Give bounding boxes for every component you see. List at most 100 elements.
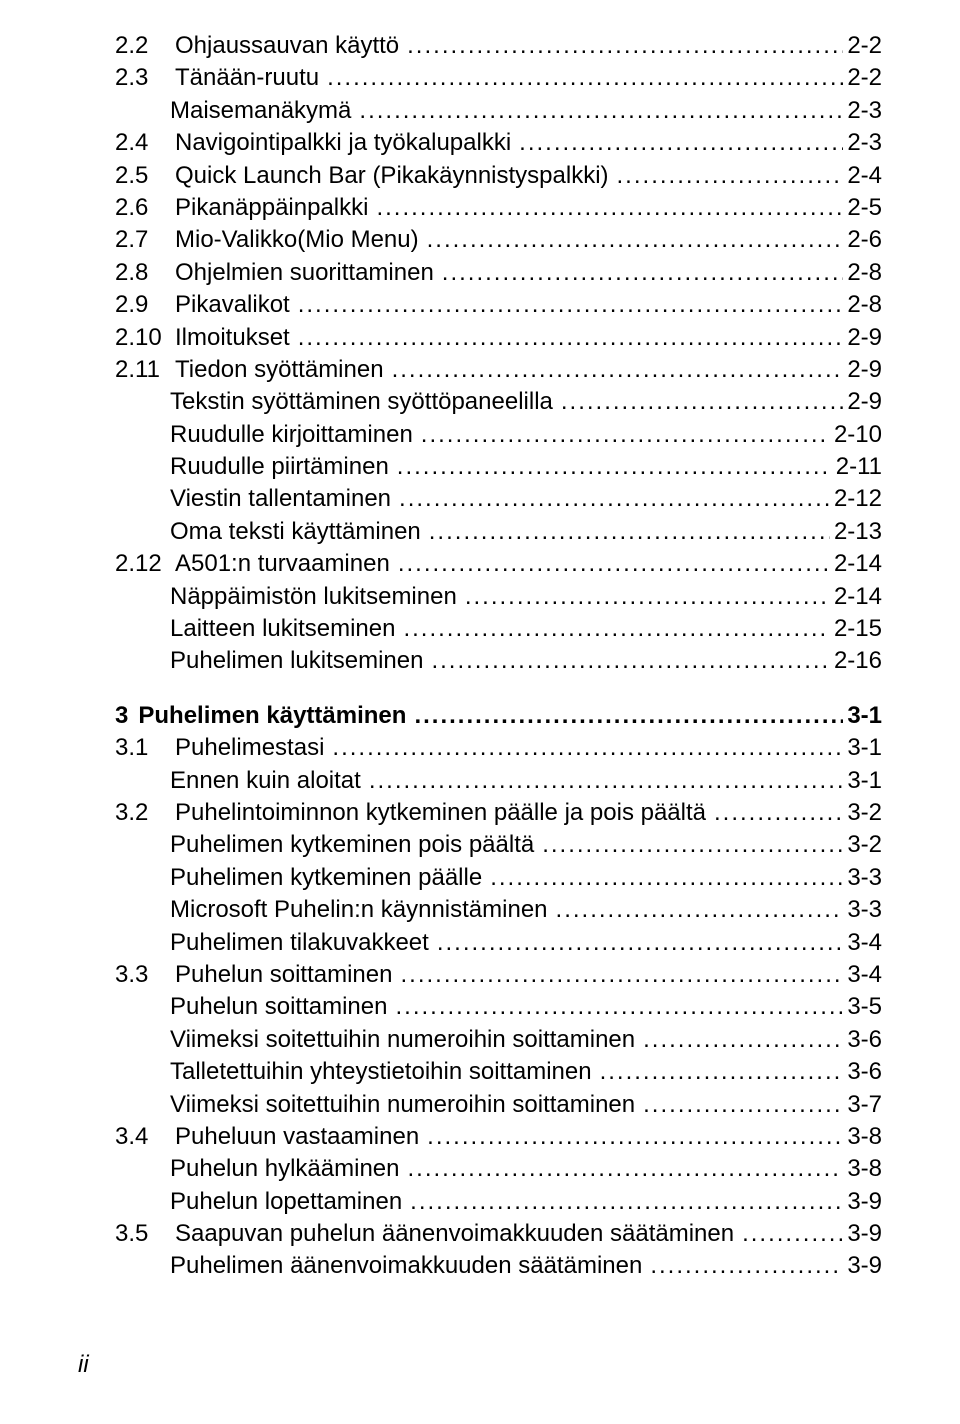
- toc-leader-dots: [410, 700, 843, 732]
- toc-line: 2.2Ohjaussauvan käyttö2-2: [115, 30, 882, 62]
- toc-entry-title: Puhelimen käyttäminen: [138, 700, 410, 732]
- toc-leader-dots: [738, 1218, 843, 1250]
- toc-entry-number: 2.5: [115, 160, 175, 192]
- toc-entry-title: Quick Launch Bar (Pikakäynnistyspalkki): [175, 160, 613, 192]
- toc-entry-page: 2-14: [830, 548, 882, 580]
- toc-entry-page: 3-2: [843, 797, 882, 829]
- toc-entry-number: 2.4: [115, 127, 175, 159]
- toc-leader-dots: [433, 927, 844, 959]
- toc-entry-page: 3-5: [843, 991, 882, 1023]
- toc-entry-number: 3.3: [115, 959, 175, 991]
- toc-leader-dots: [552, 894, 844, 926]
- toc-line: 2.3Tänään-ruutu 2-2: [115, 62, 882, 94]
- toc-entry-page: 2-5: [843, 192, 882, 224]
- toc-entry-page: 3-6: [843, 1056, 882, 1088]
- toc-entry-page: 3-6: [843, 1024, 882, 1056]
- toc-line: 2.11Tiedon syöttäminen2-9: [115, 354, 882, 386]
- toc-entry-title: Mio-Valikko(Mio Menu): [175, 224, 423, 256]
- toc-entry-page: 2-8: [843, 289, 882, 321]
- toc-entry-page: 2-9: [843, 354, 882, 386]
- toc-leader-dots: [391, 991, 843, 1023]
- toc-entry-page: 3-8: [843, 1153, 882, 1185]
- toc-entry-number: 3.2: [115, 797, 175, 829]
- toc-leader-dots: [613, 160, 844, 192]
- toc-entry-number: 2.3: [115, 62, 175, 94]
- toc-line: Näppäimistön lukitseminen2-14: [115, 581, 882, 613]
- toc-entry-page: 2-9: [843, 322, 882, 354]
- toc-entry-page: 2-6: [843, 224, 882, 256]
- toc-leader-dots: [395, 483, 830, 515]
- toc-entry-title: Puhelimestasi: [175, 732, 328, 764]
- toc-line: 3.5Saapuvan puhelun äänenvoimakkuuden sä…: [115, 1218, 882, 1250]
- toc-entry-number: 2.9: [115, 289, 175, 321]
- toc-entry-page: 2-2: [843, 62, 882, 94]
- toc-entry-page: 2-16: [830, 645, 882, 677]
- toc-entry-number: 2.2: [115, 30, 175, 62]
- toc-leader-dots: [417, 419, 830, 451]
- toc-entry-page: 3-9: [843, 1250, 882, 1282]
- toc-line: 2.12A501:n turvaaminen2-14: [115, 548, 882, 580]
- toc-leader-dots: [294, 289, 844, 321]
- toc-leader-dots: [399, 613, 829, 645]
- toc-leader-dots: [461, 581, 830, 613]
- toc-line: 2.9Pikavalikot2-8: [115, 289, 882, 321]
- toc-line: Oma teksti käyttäminen2-13: [115, 516, 882, 548]
- toc-entry-page: 2-8: [843, 257, 882, 289]
- toc-line: Maisemanäkymä 2-3: [115, 95, 882, 127]
- toc-entry-title: Pikanäppäinpalkki: [175, 192, 372, 224]
- toc-line: 3.2Puhelintoiminnon kytkeminen päälle ja…: [115, 797, 882, 829]
- toc-line: Ruudulle piirtäminen2-11: [115, 451, 882, 483]
- toc-entry-page: 3-7: [843, 1089, 882, 1121]
- toc-entry-title: Ilmoitukset: [175, 322, 294, 354]
- toc-entry-page: 2-3: [843, 127, 882, 159]
- toc-entry-page: 3-3: [843, 862, 882, 894]
- toc-entry-page: 3-4: [843, 959, 882, 991]
- toc-entry-title: Talletettuihin yhteystietoihin soittamin…: [170, 1056, 596, 1088]
- toc-entry-title: Saapuvan puhelun äänenvoimakkuuden säätä…: [175, 1218, 738, 1250]
- toc-leader-dots: [403, 30, 843, 62]
- toc-entry-number: 3: [115, 700, 138, 732]
- toc-leader-dots: [365, 765, 844, 797]
- toc-entry-title: Puhelun soittaminen: [170, 991, 391, 1023]
- toc-entry-page: 3-9: [843, 1218, 882, 1250]
- toc-leader-dots: [328, 732, 843, 764]
- toc-line: 2.5Quick Launch Bar (Pikakäynnistyspalkk…: [115, 160, 882, 192]
- toc-entry-title: Tänään-ruutu: [175, 62, 323, 94]
- toc-leader-dots: [427, 645, 829, 677]
- toc-entry-page: 2-12: [830, 483, 882, 515]
- toc-entry-title: Ruudulle kirjoittaminen: [170, 419, 417, 451]
- toc-entry-title: Maisemanäkymä: [170, 95, 355, 127]
- toc-entry-number: 3.4: [115, 1121, 175, 1153]
- toc-entry-title: Laitteen lukitseminen: [170, 613, 399, 645]
- toc-entry-title: Puhelun lopettaminen: [170, 1186, 406, 1218]
- toc-entry-page: 2-15: [830, 613, 882, 645]
- toc-entry-number: 2.6: [115, 192, 175, 224]
- toc-entry-page: 2-4: [843, 160, 882, 192]
- toc-entry-number: 2.8: [115, 257, 175, 289]
- toc-line: Ennen kuin aloitat3-1: [115, 765, 882, 797]
- toc-leader-dots: [372, 192, 843, 224]
- toc-entry-page: 3-8: [843, 1121, 882, 1153]
- toc-entry-page: 2-11: [832, 451, 882, 483]
- toc-line: Ruudulle kirjoittaminen 2-10: [115, 419, 882, 451]
- toc-leader-dots: [355, 95, 843, 127]
- toc-leader-dots: [323, 62, 843, 94]
- toc-line: Viestin tallentaminen2-12: [115, 483, 882, 515]
- toc-leader-dots: [393, 451, 832, 483]
- toc-entry-title: Puhelintoiminnon kytkeminen päälle ja po…: [175, 797, 710, 829]
- toc-entry-title: Puhelun soittaminen: [175, 959, 396, 991]
- toc-entry-title: Puheluun vastaaminen: [175, 1121, 423, 1153]
- toc-line: Puhelimen kytkeminen päälle 3-3: [115, 862, 882, 894]
- toc-entry-title: Puhelimen kytkeminen päälle: [170, 862, 486, 894]
- toc-leader-dots: [486, 862, 843, 894]
- toc-entry-page: 3-1: [843, 700, 882, 732]
- toc-entry-page: 2-13: [830, 516, 882, 548]
- toc-leader-dots: [406, 1186, 843, 1218]
- toc-line: Puhelun soittaminen 3-5: [115, 991, 882, 1023]
- toc-entry-number: 2.10: [115, 322, 175, 354]
- toc-line: 3.4Puheluun vastaaminen 3-8: [115, 1121, 882, 1153]
- toc-entry-page: 2-3: [843, 95, 882, 127]
- toc-leader-dots: [515, 127, 843, 159]
- toc-line: Puhelimen lukitseminen2-16: [115, 645, 882, 677]
- toc-entry-page: 2-10: [830, 419, 882, 451]
